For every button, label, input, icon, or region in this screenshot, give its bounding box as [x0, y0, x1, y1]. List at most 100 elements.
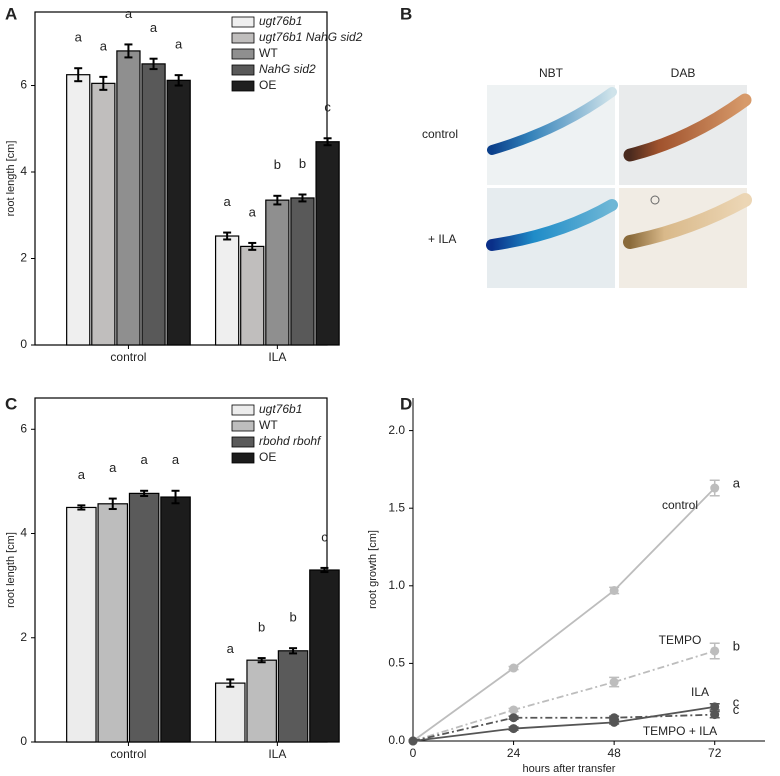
point [710, 646, 720, 656]
panel-letter: D [400, 394, 412, 413]
significance-letter: a [249, 204, 257, 219]
y-tick-label: 4 [20, 164, 27, 178]
significance-letter: a [227, 641, 235, 656]
significance-letter: b [299, 156, 306, 171]
legend-label: WT [259, 418, 278, 432]
bar [141, 63, 166, 346]
bar [315, 141, 340, 346]
bar [160, 496, 191, 743]
significance-letter: c [733, 702, 740, 717]
row-label: + ILA [428, 232, 456, 246]
point [710, 710, 720, 720]
bar [128, 492, 160, 743]
point [609, 585, 619, 595]
point [509, 705, 519, 715]
bar [265, 199, 290, 346]
column-label: NBT [539, 66, 564, 80]
point [509, 724, 519, 734]
x-tick-label: control [110, 350, 146, 364]
bar [97, 503, 129, 743]
significance-letter: a [175, 37, 183, 52]
legend-label: OE [259, 78, 276, 92]
bar [290, 197, 315, 346]
point [609, 713, 619, 723]
significance-letter: b [733, 638, 740, 653]
point [408, 736, 418, 746]
bar [214, 682, 246, 743]
bar [66, 506, 97, 743]
legend-swatch [231, 436, 255, 448]
x-tick-label: ILA [268, 350, 286, 364]
point [710, 702, 720, 712]
significance-letter: a [150, 20, 158, 35]
legend-swatch [231, 404, 255, 416]
y-tick-label: 4 [20, 526, 27, 540]
bubble [650, 195, 660, 205]
y-tick-label: 6 [20, 78, 27, 92]
y-tick-label: 1.0 [388, 578, 405, 592]
point [609, 677, 619, 687]
significance-letter: b [289, 610, 296, 625]
series-line [412, 705, 715, 742]
significance-letter: a [733, 475, 741, 490]
x-tick-label: 72 [708, 746, 722, 760]
y-tick-label: 2 [20, 251, 27, 265]
legend-label: rbohd rbohf [259, 434, 322, 448]
bar [277, 650, 309, 743]
significance-letter: b [274, 157, 281, 172]
legend-label: ugt76b1 NahG sid2 [259, 30, 363, 44]
series-label: control [662, 498, 698, 512]
legend-swatch [231, 420, 255, 432]
bar [91, 82, 116, 346]
x-tick-label: 24 [507, 746, 521, 760]
panel-letter: B [400, 4, 412, 23]
series-line [412, 487, 716, 742]
significance-letter: a [224, 194, 232, 209]
bar [246, 659, 277, 743]
legend-label: ugt76b1 [259, 402, 302, 416]
series-label: ILA [691, 685, 709, 699]
x-axis-title: hours after transfer [523, 763, 616, 775]
x-tick-label: control [110, 747, 146, 761]
significance-letter: a [125, 6, 133, 21]
bar [166, 79, 191, 346]
legend-swatch [231, 452, 255, 464]
y-axis-title: root growth [cm] [367, 530, 379, 609]
root [486, 199, 618, 251]
legend-label: OE [259, 450, 276, 464]
y-tick-label: 0.0 [388, 733, 405, 747]
significance-letter: b [258, 620, 265, 635]
significance-letter: a [78, 467, 86, 482]
point [710, 483, 720, 493]
point [509, 663, 519, 673]
y-tick-label: 0.5 [388, 656, 405, 670]
legend-label: WT [259, 46, 278, 60]
panel-letter: C [5, 394, 17, 413]
legend-swatch [231, 32, 255, 44]
legend-label: NahG sid2 [259, 62, 316, 76]
significance-letter: a [75, 30, 83, 45]
significance-letter: c [324, 100, 331, 115]
series-label: TEMPO + ILA [643, 724, 717, 738]
point [509, 713, 519, 723]
x-tick-label: ILA [268, 747, 286, 761]
y-tick-label: 0 [20, 337, 27, 351]
significance-letter: c [733, 694, 740, 709]
significance-letter: c [321, 529, 328, 544]
y-tick-label: 2 [20, 630, 27, 644]
series-line [412, 713, 715, 742]
bar [240, 245, 265, 346]
bar [66, 74, 91, 346]
x-tick-label: 48 [607, 746, 621, 760]
significance-letter: a [172, 452, 180, 467]
panel-letter: A [5, 4, 17, 23]
bar [116, 50, 141, 346]
y-axis-title: root length [cm] [5, 141, 17, 217]
series-label: TEMPO [659, 633, 702, 647]
legend-swatch [231, 48, 255, 60]
column-label: DAB [671, 66, 696, 80]
significance-letter: a [109, 460, 117, 475]
legend-swatch [231, 64, 255, 76]
legend-swatch [231, 80, 255, 92]
